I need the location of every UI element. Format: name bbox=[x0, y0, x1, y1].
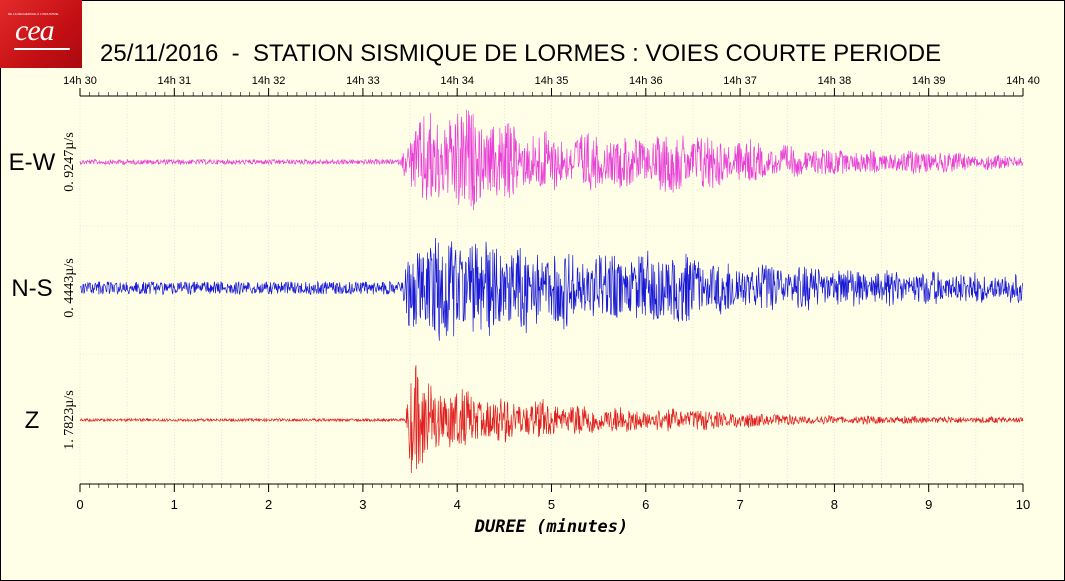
scale-label: 0. 4443µ/s bbox=[62, 258, 77, 317]
trace-ns bbox=[79, 237, 1024, 341]
channel-label: Z bbox=[25, 407, 40, 434]
top-tick-label: 14h 30 bbox=[63, 75, 97, 87]
bottom-tick-label: 8 bbox=[831, 497, 838, 512]
top-tick-label: 14h 34 bbox=[440, 75, 474, 87]
bottom-tick-label: 6 bbox=[642, 497, 649, 512]
top-tick-label: 14h 32 bbox=[252, 75, 286, 87]
top-tick-label: 14h 40 bbox=[1006, 75, 1040, 87]
bottom-tick-label: 0 bbox=[76, 497, 83, 512]
top-tick-label: 14h 35 bbox=[535, 75, 569, 87]
scale-label: 1. 7823µ/s bbox=[62, 390, 77, 449]
bottom-tick-label: 4 bbox=[454, 497, 461, 512]
bottom-tick-label: 7 bbox=[736, 497, 743, 512]
scale-label: 0. 9247µ/s bbox=[62, 132, 77, 191]
trace-z bbox=[79, 365, 1024, 474]
top-tick-label: 14h 37 bbox=[723, 75, 757, 87]
bottom-tick-label: 9 bbox=[925, 497, 932, 512]
cea-logo: DE LA RECHERCHE À L'INDUSTRIE cea bbox=[0, 0, 82, 68]
labels: 14h 30 14h 31 14h 32 14h 33 14h 34 14h 35 14h … bbox=[9, 75, 1040, 537]
bottom-tick-label: 1 bbox=[171, 497, 178, 512]
top-tick-label: 14h 36 bbox=[629, 75, 663, 87]
channel-label: N-S bbox=[11, 275, 52, 302]
logo-tagline: DE LA RECHERCHE À L'INDUSTRIE bbox=[8, 12, 59, 16]
traces bbox=[79, 109, 1024, 474]
bottom-tick-label: 2 bbox=[265, 497, 272, 512]
bottom-tick-label: 3 bbox=[359, 497, 366, 512]
top-tick-label: 14h 39 bbox=[912, 75, 946, 87]
logo-swoosh-icon bbox=[14, 48, 70, 50]
top-tick-label: 14h 38 bbox=[818, 75, 852, 87]
grid bbox=[79, 96, 1024, 484]
top-tick-label: 14h 31 bbox=[157, 75, 191, 87]
x-axis-label: DUREE (minutes) bbox=[474, 517, 629, 537]
chart-title: 25/11/2016 - STATION SISMIQUE DE LORMES … bbox=[100, 40, 942, 67]
logo-text: cea bbox=[15, 14, 55, 47]
channel-label: E-W bbox=[9, 149, 56, 176]
axes bbox=[79, 88, 1024, 492]
trace-ew bbox=[79, 109, 1024, 211]
bottom-tick-label: 10 bbox=[1016, 497, 1030, 512]
top-tick-label: 14h 33 bbox=[346, 75, 380, 87]
bottom-tick-label: 5 bbox=[548, 497, 555, 512]
